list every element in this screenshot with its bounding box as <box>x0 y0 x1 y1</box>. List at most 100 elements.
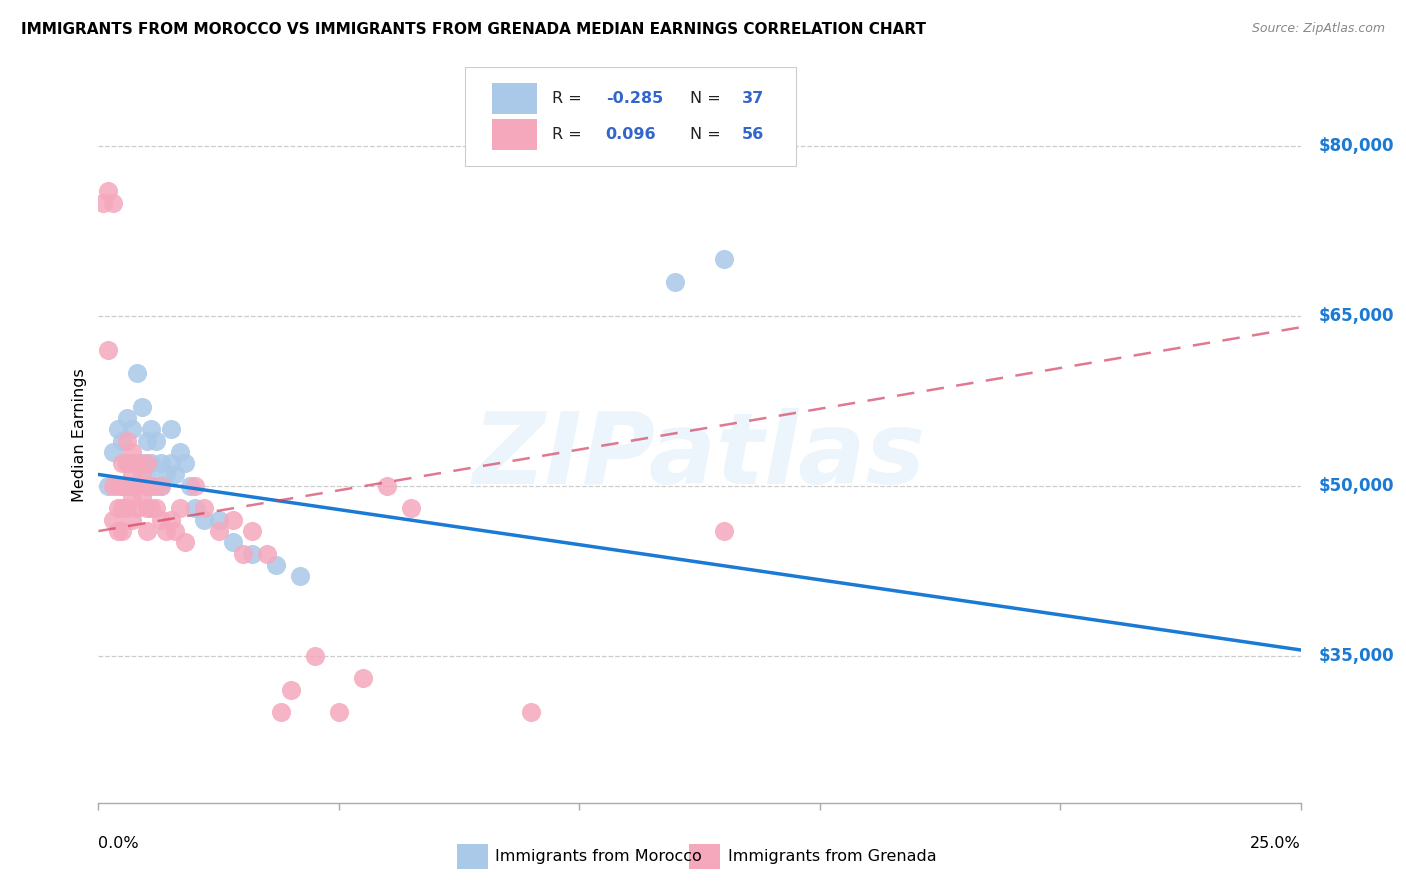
Text: Source: ZipAtlas.com: Source: ZipAtlas.com <box>1251 22 1385 36</box>
Point <box>183 501 205 516</box>
Text: ZIPatlas: ZIPatlas <box>472 409 927 506</box>
Point <box>111 434 134 448</box>
Point <box>121 490 143 504</box>
Text: IMMIGRANTS FROM MOROCCO VS IMMIGRANTS FROM GRENADA MEDIAN EARNINGS CORRELATION C: IMMIGRANTS FROM MOROCCO VS IMMIGRANTS FR… <box>21 22 927 37</box>
Point <box>111 479 134 493</box>
Point <box>208 524 231 538</box>
Point <box>135 479 157 493</box>
Point <box>149 513 172 527</box>
Point <box>159 422 181 436</box>
Point <box>664 275 686 289</box>
Point <box>117 479 139 493</box>
Point <box>121 445 143 459</box>
Point <box>179 479 201 493</box>
Point <box>174 535 197 549</box>
Point <box>290 569 312 583</box>
Point <box>125 456 148 470</box>
Text: 0.0%: 0.0% <box>98 836 139 851</box>
Text: 37: 37 <box>741 91 763 106</box>
Point <box>145 501 167 516</box>
Point <box>145 479 167 493</box>
Point <box>159 513 181 527</box>
Point <box>222 513 245 527</box>
Point <box>101 445 124 459</box>
Point <box>256 547 278 561</box>
Point <box>520 705 543 719</box>
Point <box>101 479 124 493</box>
Point <box>111 479 134 493</box>
Point <box>121 456 143 470</box>
Point <box>240 524 263 538</box>
Point <box>304 648 326 663</box>
Point <box>280 682 302 697</box>
Point <box>107 479 129 493</box>
Y-axis label: Median Earnings: Median Earnings <box>72 368 87 501</box>
Point <box>232 547 254 561</box>
Point <box>155 467 177 482</box>
Text: -0.285: -0.285 <box>606 91 664 106</box>
Point <box>121 479 143 493</box>
Point <box>352 671 374 685</box>
Point <box>131 400 153 414</box>
Point <box>111 456 134 470</box>
Point <box>141 501 163 516</box>
Point <box>91 195 114 210</box>
Point <box>97 185 120 199</box>
Point <box>135 501 157 516</box>
Point <box>121 467 143 482</box>
Text: Immigrants from Morocco: Immigrants from Morocco <box>495 849 702 863</box>
Point <box>135 524 157 538</box>
Point <box>208 513 231 527</box>
Point <box>131 456 153 470</box>
FancyBboxPatch shape <box>465 67 796 166</box>
Point <box>713 524 735 538</box>
Point <box>193 501 215 516</box>
Point <box>193 513 215 527</box>
Point <box>149 479 172 493</box>
Text: $80,000: $80,000 <box>1319 137 1395 155</box>
Point <box>159 456 181 470</box>
Point <box>149 479 172 493</box>
Text: 0.096: 0.096 <box>606 127 657 142</box>
Point <box>121 422 143 436</box>
Point <box>107 422 129 436</box>
Point <box>222 535 245 549</box>
Point <box>111 501 134 516</box>
Point <box>135 456 157 470</box>
Point <box>117 456 139 470</box>
Point <box>97 479 120 493</box>
Point <box>174 456 197 470</box>
Text: $35,000: $35,000 <box>1319 647 1395 665</box>
Point <box>131 467 153 482</box>
Text: $50,000: $50,000 <box>1319 477 1395 495</box>
Point <box>165 524 187 538</box>
Point <box>399 501 422 516</box>
Point <box>375 479 398 493</box>
Text: 56: 56 <box>741 127 763 142</box>
Text: N =: N = <box>690 91 725 106</box>
Text: N =: N = <box>690 127 725 142</box>
Point <box>183 479 205 493</box>
Point <box>117 456 139 470</box>
Point <box>141 422 163 436</box>
Point <box>125 366 148 380</box>
Point <box>97 343 120 357</box>
Point <box>145 434 167 448</box>
Text: R =: R = <box>551 127 586 142</box>
Point <box>125 501 148 516</box>
Point <box>328 705 350 719</box>
Point <box>266 558 288 572</box>
Point <box>169 445 191 459</box>
Point <box>165 467 187 482</box>
Text: $65,000: $65,000 <box>1319 307 1395 325</box>
Point <box>101 513 124 527</box>
Point <box>131 490 153 504</box>
Text: 25.0%: 25.0% <box>1250 836 1301 851</box>
Point <box>117 501 139 516</box>
Text: Immigrants from Grenada: Immigrants from Grenada <box>728 849 936 863</box>
Point <box>117 410 139 425</box>
Point <box>117 434 139 448</box>
Point <box>141 479 163 493</box>
Point <box>270 705 292 719</box>
Point <box>107 524 129 538</box>
